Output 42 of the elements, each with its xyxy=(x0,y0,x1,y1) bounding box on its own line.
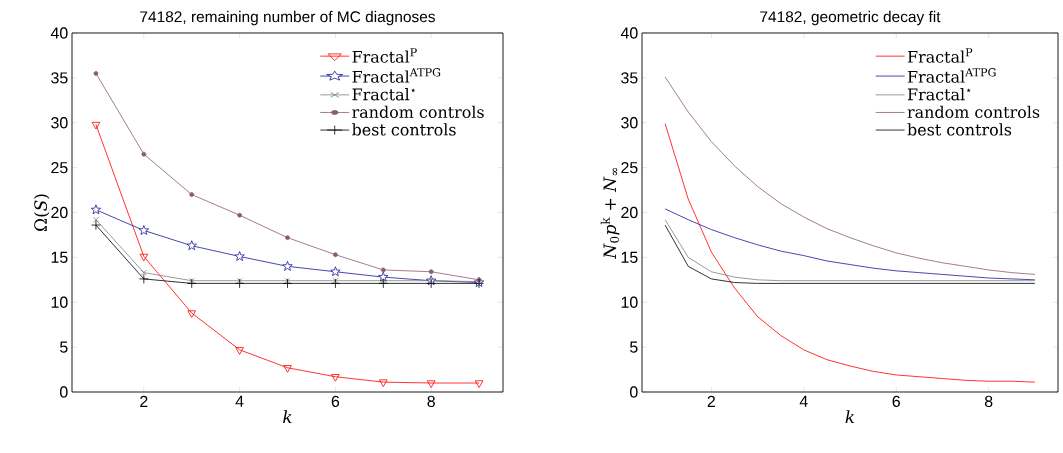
y-tick-label: 10 xyxy=(51,296,68,308)
y-tick-label: 40 xyxy=(620,27,638,39)
y-tick-label: 0 xyxy=(630,386,638,398)
legend-label: random controls xyxy=(352,105,484,118)
y-tick-label: 25 xyxy=(621,161,638,174)
y-tick-label: 35 xyxy=(621,72,638,84)
y-tick-label: 5 xyxy=(630,341,638,353)
legend-label: Fractal$^{P}$ xyxy=(352,48,417,63)
legend-label: best controls xyxy=(907,123,1012,136)
legend-label: random controls xyxy=(907,105,1040,118)
y-tick-label: 0 xyxy=(59,386,68,398)
x-tick-label: 6 xyxy=(331,395,340,408)
x-tick-label: 4 xyxy=(235,395,244,407)
y-axis-title: N$_{0}$p$^{k}$ + N$_{∞}$ xyxy=(600,168,620,260)
y-tick-label: 10 xyxy=(621,296,638,308)
chart-title: 74182, geometric decay fit xyxy=(760,10,941,26)
x-tick-label: 4 xyxy=(799,395,808,407)
legend-label: Fractal$^{ATPG}$ xyxy=(352,68,441,83)
x-tick-label: 8 xyxy=(427,395,435,408)
x-tick-label: 8 xyxy=(984,395,993,408)
x-tick-label: 2 xyxy=(140,395,148,407)
y-tick-label: 40 xyxy=(50,27,68,39)
x-axis-title: k xyxy=(283,410,292,424)
x-tick-label: 6 xyxy=(892,395,900,408)
y-axis-title: Ω(S) xyxy=(33,194,50,231)
y-tick-label: 5 xyxy=(60,341,68,353)
legend-label: Fractal$^{⋆}$ xyxy=(907,88,971,101)
y-tick-label: 15 xyxy=(621,251,638,263)
y-tick-label: 35 xyxy=(51,72,68,84)
y-tick-label: 15 xyxy=(51,251,68,263)
y-tick-label: 20 xyxy=(621,206,638,219)
x-axis-title: k xyxy=(845,410,855,424)
x-tick-label: 2 xyxy=(707,395,715,407)
legend-label: best controls xyxy=(352,123,456,136)
chart-title: 74182, remaining number of MC diagnoses xyxy=(140,10,435,26)
legend-label: Fractal$^{⋆}$ xyxy=(352,88,416,101)
y-tick-label: 25 xyxy=(51,161,68,174)
legend-label: Fractal$^{P}$ xyxy=(907,48,973,63)
y-tick-label: 30 xyxy=(621,117,638,129)
legend-label: Fractal$^{ATPG}$ xyxy=(907,68,996,83)
y-tick-label: 20 xyxy=(51,206,68,219)
y-tick-label: 30 xyxy=(51,117,68,129)
